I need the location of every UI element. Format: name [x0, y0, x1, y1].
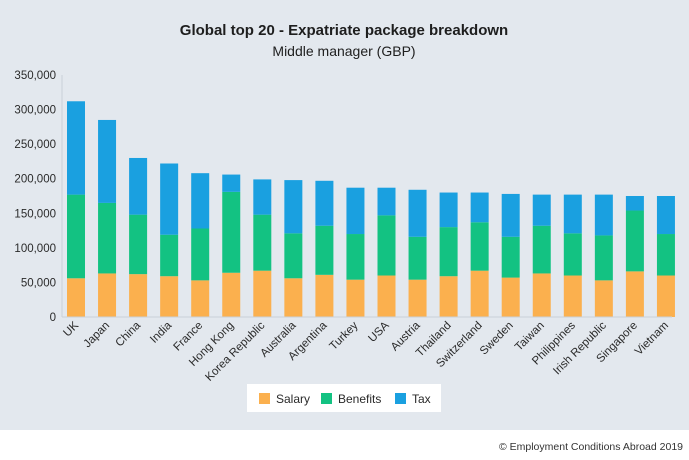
legend-swatch-salary	[259, 393, 270, 404]
bar-salary-philippines	[563, 275, 582, 317]
bar-salary-australia	[284, 278, 303, 317]
bar-salary-france	[191, 280, 210, 317]
bar-salary-usa	[377, 275, 396, 317]
bar-tax-philippines	[563, 194, 582, 234]
bar-tax-turkey	[346, 187, 365, 235]
chart-panel: Global top 20 - Expatriate package break…	[0, 0, 689, 430]
stacked-bar-chart: Global top 20 - Expatriate package break…	[14, 22, 675, 412]
bar-tax-irish-republic	[594, 194, 613, 236]
bar-benefits-france	[191, 228, 210, 281]
legend-label-tax: Tax	[412, 392, 431, 406]
bar-salary-sweden	[501, 277, 520, 317]
legend-swatch-benefits	[321, 393, 332, 404]
bar-benefits-argentina	[315, 225, 334, 275]
bar-benefits-china	[129, 214, 148, 275]
y-tick-label: 150,000	[14, 208, 56, 220]
bar-benefits-vietnam	[656, 234, 675, 276]
bar-benefits-japan	[98, 202, 117, 274]
bar-tax-japan	[98, 119, 117, 203]
bar-salary-china	[129, 274, 148, 317]
legend: Salary Benefits Tax	[247, 384, 441, 412]
x-tick-label: Turkey	[328, 319, 361, 352]
bar-tax-singapore	[625, 196, 644, 211]
bar-tax-india	[160, 163, 179, 235]
bar-tax-switzerland	[470, 192, 489, 223]
bar-salary-japan	[98, 273, 117, 317]
bar-tax-australia	[284, 180, 303, 234]
bar-benefits-turkey	[346, 234, 365, 280]
y-tick-label: 100,000	[14, 243, 56, 255]
bar-benefits-uk	[67, 194, 85, 279]
bar-tax-france	[191, 173, 210, 229]
bar-benefits-switzerland	[470, 222, 489, 271]
bar-salary-irish-republic	[594, 280, 613, 317]
bar-salary-turkey	[346, 279, 365, 317]
x-tick-label: UK	[61, 319, 81, 339]
bar-benefits-korea-republic	[253, 214, 272, 271]
bar-salary-hong-kong	[222, 272, 241, 317]
copyright-credit: © Employment Conditions Abroad 2019	[498, 441, 683, 453]
y-tick-label: 350,000	[14, 70, 56, 82]
bar-salary-switzerland	[470, 270, 489, 317]
legend-box	[247, 384, 441, 412]
x-tick-label: USA	[366, 319, 391, 344]
bar-tax-hong-kong	[222, 174, 241, 192]
bar-benefits-sweden	[501, 236, 520, 278]
x-tick-label: Sweden	[478, 320, 516, 358]
x-tick-label: Vietnam	[633, 320, 671, 358]
bar-tax-usa	[377, 187, 396, 216]
bar-salary-argentina	[315, 274, 334, 317]
bar-tax-korea-republic	[253, 179, 272, 215]
bar-benefits-hong-kong	[222, 191, 241, 273]
y-tick-label: 250,000	[14, 139, 56, 151]
bar-benefits-irish-republic	[594, 235, 613, 281]
y-axis: 0 50,000 100,000 150,000 200,000 250,000 300,0…	[14, 70, 63, 324]
x-tick-label: Japan	[82, 320, 113, 351]
bar-benefits-taiwan	[532, 225, 551, 274]
y-tick-label: 50,000	[21, 277, 56, 289]
bar-salary-vietnam	[656, 275, 675, 317]
y-tick-label: 0	[50, 312, 56, 324]
bar-benefits-thailand	[439, 227, 458, 277]
bar-tax-austria	[408, 189, 427, 237]
bar-salary-korea-republic	[253, 270, 272, 317]
bar-salary-thailand	[439, 276, 458, 317]
bar-tax-argentina	[315, 180, 334, 226]
bar-tax-china	[129, 157, 148, 215]
bar-benefits-australia	[284, 233, 303, 279]
y-tick-label: 200,000	[14, 174, 56, 186]
bar-salary-uk	[67, 278, 85, 317]
legend-label-benefits: Benefits	[338, 392, 381, 406]
bar-tax-thailand	[439, 192, 458, 228]
x-tick-label: India	[148, 319, 175, 346]
bar-salary-india	[160, 276, 179, 317]
x-tick-label: China	[113, 319, 143, 349]
bar-benefits-usa	[377, 215, 396, 276]
bar-tax-sweden	[501, 193, 520, 237]
bar-benefits-philippines	[563, 233, 582, 276]
bar-salary-austria	[408, 279, 427, 317]
chart-title: Global top 20 - Expatriate package break…	[180, 22, 508, 39]
bar-benefits-austria	[408, 236, 427, 280]
y-tick-label: 300,000	[14, 105, 56, 117]
chart-subtitle: Middle manager (GBP)	[272, 43, 415, 59]
bar-tax-taiwan	[532, 194, 551, 226]
legend-swatch-tax	[395, 393, 406, 404]
bar-salary-singapore	[625, 271, 644, 317]
bar-salary-taiwan	[532, 273, 551, 317]
bar-tax-uk	[67, 101, 85, 195]
bar-benefits-singapore	[625, 210, 644, 272]
bars	[67, 101, 675, 317]
bar-benefits-india	[160, 234, 179, 277]
bar-tax-vietnam	[656, 196, 675, 235]
legend-label-salary: Salary	[276, 392, 310, 406]
